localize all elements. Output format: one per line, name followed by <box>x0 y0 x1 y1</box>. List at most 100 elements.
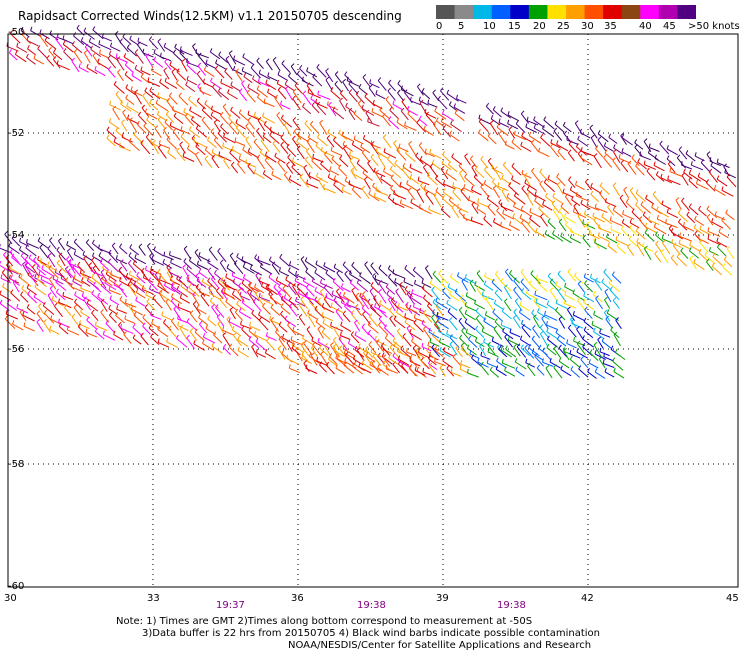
wind-barb <box>610 220 622 225</box>
wind-barb-flag <box>545 230 546 234</box>
wind-barb-flag <box>109 305 111 309</box>
wind-barb-flag <box>563 189 564 193</box>
wind-barb-flag <box>465 174 467 177</box>
wind-barb-flag <box>246 137 249 140</box>
wind-barb-flag <box>717 159 718 163</box>
wind-barb <box>588 372 597 379</box>
wind-barb <box>190 314 197 322</box>
wind-barb <box>527 121 538 125</box>
wind-barb <box>273 143 280 152</box>
wind-barb-flag <box>109 51 111 55</box>
wind-barb-flag <box>591 135 594 138</box>
wind-barb-flag <box>305 120 308 123</box>
wind-barb <box>472 358 482 366</box>
wind-barb-flag <box>150 253 153 256</box>
wind-barb <box>368 163 375 172</box>
wind-barb-flag <box>477 205 479 209</box>
wind-barb-flag <box>422 279 423 283</box>
wind-barb-flag <box>568 269 571 272</box>
wind-barb <box>136 293 145 299</box>
wind-barb <box>572 324 583 329</box>
wind-barb-flag <box>117 305 118 309</box>
wind-barb <box>133 328 142 336</box>
wind-barb <box>352 266 361 274</box>
wind-barb <box>520 339 530 346</box>
wind-barb-flag <box>174 113 176 116</box>
wind-barb-flag <box>532 336 535 339</box>
wind-barb-flag <box>284 294 285 298</box>
wind-barb-flag <box>272 171 273 175</box>
wind-barb <box>694 263 705 270</box>
wind-barb-flag <box>266 59 269 62</box>
time-label: 19:38 <box>497 600 526 611</box>
wind-barb-flag <box>141 268 144 271</box>
wind-barb <box>67 330 79 335</box>
wind-barb <box>239 159 249 164</box>
wind-barb-flag <box>64 48 66 51</box>
wind-barb <box>646 198 654 204</box>
wind-barb-flag <box>490 367 492 370</box>
wind-barb <box>24 326 35 331</box>
wind-barb-flag <box>29 255 31 259</box>
wind-barb <box>462 281 468 291</box>
wind-barb-flag <box>219 52 221 56</box>
wind-barb-flag <box>74 49 77 52</box>
wind-barb <box>394 319 405 328</box>
wind-barb-flag <box>405 122 406 126</box>
wind-barb-flag <box>433 90 436 93</box>
wind-barb <box>211 279 219 288</box>
wind-barb-flag <box>190 107 191 111</box>
wind-barb-flag <box>150 87 152 91</box>
wind-barb-flag <box>146 291 147 295</box>
wind-barb-flag <box>163 319 165 322</box>
wind-barb-flag <box>424 185 425 189</box>
wind-barb <box>103 335 115 341</box>
wind-barb-flag <box>98 59 99 63</box>
wind-barb <box>112 246 118 254</box>
wind-barb-flag <box>318 326 321 329</box>
wind-barb-flag <box>446 169 448 173</box>
wind-barb <box>628 247 634 256</box>
wind-barb-flag <box>99 252 101 256</box>
wind-barb-flag <box>265 152 267 156</box>
wind-barb <box>519 312 530 320</box>
wind-barb <box>350 160 357 170</box>
wind-barb-flag <box>581 200 582 204</box>
wind-barb-flag <box>278 87 281 90</box>
wind-barb-flag <box>242 67 243 71</box>
wind-barb <box>441 210 450 218</box>
colorbar-tick-label: >50 knots <box>688 21 740 32</box>
wind-barb <box>108 262 118 272</box>
wind-barb-flag <box>4 252 7 255</box>
wind-barb-flag <box>49 276 52 279</box>
wind-barb <box>676 200 681 209</box>
wind-barb-flag <box>328 174 329 178</box>
colorbar-segment <box>492 5 511 19</box>
wind-barb <box>125 65 133 72</box>
wind-barb <box>423 298 432 306</box>
wind-barb-flag <box>613 297 616 300</box>
wind-barb <box>242 83 248 93</box>
wind-barb <box>687 215 695 223</box>
wind-barb-flag <box>644 139 647 142</box>
wind-barb-flag <box>603 360 604 364</box>
wind-barb <box>27 41 38 46</box>
wind-barb <box>289 306 297 316</box>
wind-barb-flag <box>561 233 563 237</box>
wind-barb <box>432 290 440 300</box>
wind-barb <box>626 202 633 209</box>
wind-barb-flag <box>243 263 244 267</box>
wind-barb <box>581 151 594 156</box>
wind-barb <box>74 52 82 64</box>
wind-barb-flag <box>395 160 397 163</box>
wind-barb-flag <box>649 216 650 220</box>
wind-barb-flag <box>28 291 30 294</box>
wind-barb-flag <box>450 274 452 278</box>
wind-barb-flag <box>218 248 221 251</box>
wind-barb-flag <box>441 166 444 169</box>
wind-barb <box>335 84 342 92</box>
wind-barb-flag <box>570 234 571 238</box>
wind-barb-flag <box>280 254 282 257</box>
wind-barb <box>503 165 512 175</box>
wind-barb-flag <box>288 154 291 157</box>
